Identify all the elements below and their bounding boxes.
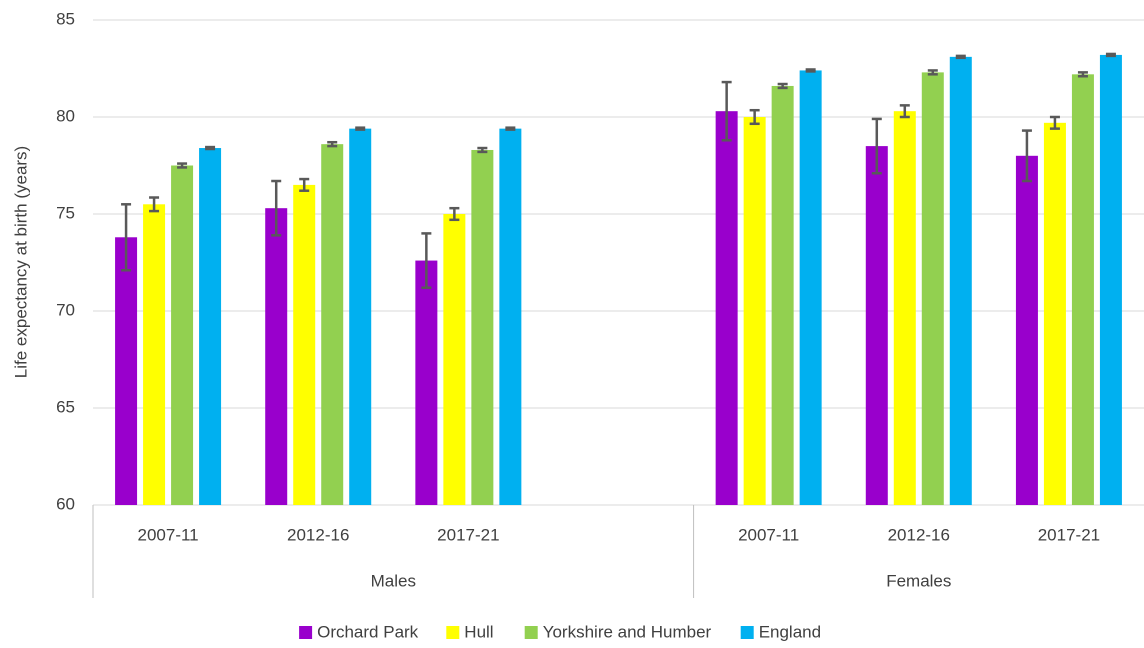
bar: [715, 111, 738, 506]
legend-label: England: [759, 622, 821, 641]
bar: [265, 208, 288, 505]
y-tick-label: 85: [56, 9, 75, 28]
error-bar: [955, 54, 966, 60]
bar: [499, 128, 522, 505]
legend-label: Yorkshire and Humber: [543, 622, 712, 641]
legend-swatch: [740, 626, 754, 639]
bar: [143, 204, 166, 506]
error-bar: [149, 196, 160, 213]
x-tick-label: 2007-11: [738, 525, 799, 544]
y-axis-label: Life expectancy at birth (years): [11, 146, 30, 378]
x-tick-label: 2017-21: [1038, 525, 1100, 544]
error-bar: [477, 146, 488, 154]
error-bar: [177, 162, 188, 169]
bar: [1015, 155, 1038, 506]
y-tick-label: 70: [56, 300, 75, 319]
bar: [743, 117, 766, 505]
legend-swatch: [446, 626, 460, 639]
bar: [771, 85, 794, 506]
bar: [349, 128, 372, 505]
error-bar: [871, 117, 882, 175]
error-bar: [505, 126, 516, 131]
x-tick-label: 2017-21: [437, 525, 499, 544]
error-bar: [205, 145, 216, 151]
y-tick-label: 75: [56, 203, 75, 222]
y-tick-label: 60: [56, 494, 75, 513]
y-tick-label: 65: [56, 397, 75, 416]
bar: [949, 56, 972, 506]
bar: [171, 165, 194, 505]
bar: [293, 184, 316, 505]
bar: [1071, 74, 1094, 505]
error-bar: [271, 179, 282, 237]
error-bar: [899, 104, 910, 119]
bar: [799, 70, 822, 505]
error-bar: [1077, 71, 1088, 78]
bar: [1043, 122, 1066, 505]
error-bar: [777, 82, 788, 90]
x-tick-label: 2007-11: [138, 525, 199, 544]
error-bar: [749, 108, 760, 126]
bar: [199, 148, 222, 506]
error-bar: [355, 126, 366, 131]
x-tick-label: 2012-16: [287, 525, 349, 544]
bar: [471, 149, 494, 506]
bar: [921, 72, 944, 505]
legend-label: Orchard Park: [317, 622, 419, 641]
error-bar: [805, 68, 816, 73]
legend-label: Hull: [464, 622, 493, 641]
error-bar: [1021, 129, 1032, 183]
legend-swatch: [299, 626, 313, 639]
error-bar: [121, 203, 132, 272]
x-tick-label: 2012-16: [888, 525, 950, 544]
error-bar: [1105, 52, 1116, 58]
bar: [865, 146, 888, 505]
error-bar: [327, 140, 338, 148]
bar: [321, 144, 344, 505]
error-bar: [421, 232, 432, 289]
error-bar: [299, 177, 310, 192]
error-bar: [1049, 115, 1060, 130]
legend-swatch: [524, 626, 538, 639]
error-bar: [927, 69, 938, 76]
y-tick-label: 80: [56, 106, 75, 125]
bar: [443, 214, 466, 505]
bar: [415, 260, 438, 505]
bar: [1099, 54, 1122, 506]
error-bar: [449, 206, 460, 222]
bar: [115, 237, 138, 505]
group-label: Females: [886, 571, 951, 590]
error-bar: [721, 80, 732, 142]
bar: [893, 111, 916, 506]
group-label: Males: [371, 571, 416, 590]
